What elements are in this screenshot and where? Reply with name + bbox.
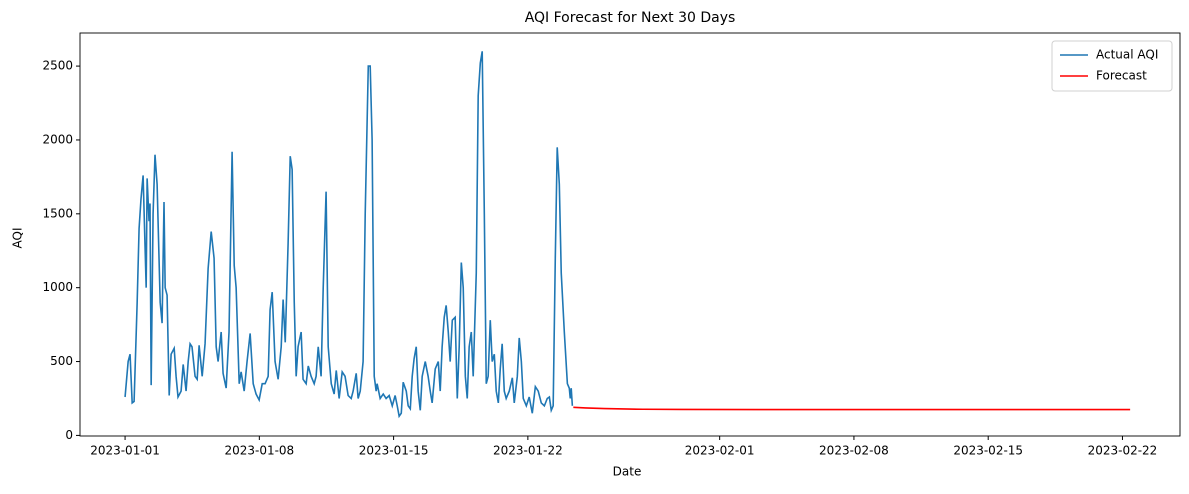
x-tick-label: 2023-01-22 [493, 444, 563, 458]
legend-label: Actual AQI [1096, 48, 1158, 62]
x-tick-label: 2023-01-01 [90, 444, 160, 458]
x-tick-label: 2023-02-22 [1088, 444, 1158, 458]
x-tick-label: 2023-01-08 [224, 444, 294, 458]
x-tick-label: 2023-01-15 [359, 444, 429, 458]
y-axis-label: AQI [11, 228, 25, 249]
y-tick-label: 500 [50, 354, 73, 368]
legend-label: Forecast [1096, 69, 1147, 83]
plot-frame [79, 32, 1181, 437]
data-line [573, 406, 1131, 411]
chart-title: AQI Forecast for Next 30 Days [525, 10, 736, 26]
x-axis-label: Date [613, 465, 642, 479]
y-tick-label: 1500 [42, 206, 73, 220]
x-tick-label: 2023-02-15 [953, 444, 1023, 458]
x-tick-label: 2023-02-08 [819, 444, 889, 458]
y-tick-label: 2000 [42, 132, 73, 146]
data-line [124, 51, 574, 419]
y-tick-label: 2500 [42, 59, 73, 73]
y-tick-label: 1000 [42, 280, 73, 294]
legend-box [1051, 40, 1173, 92]
x-tick-label: 2023-02-01 [685, 444, 755, 458]
y-tick-label: 0 [65, 428, 73, 442]
